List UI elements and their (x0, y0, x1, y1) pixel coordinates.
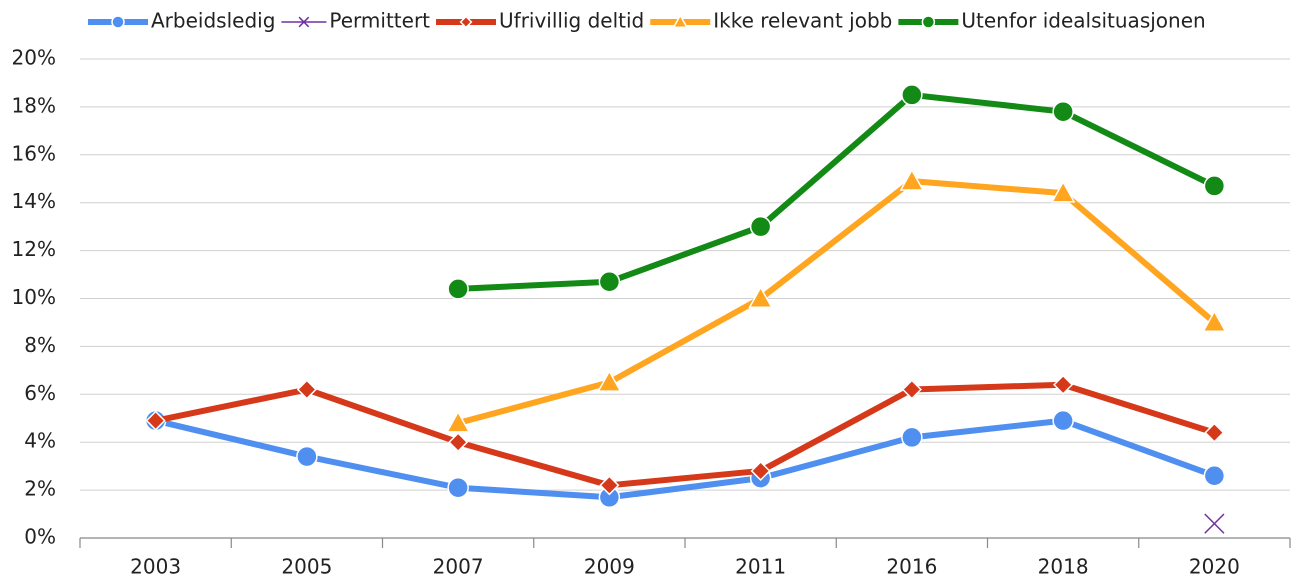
marker (296, 379, 317, 400)
marker (298, 16, 310, 28)
marker (1202, 309, 1227, 332)
legend-label: Utenfor idealsituasjonen (961, 9, 1205, 33)
marker (1203, 175, 1226, 197)
series-line (155, 381, 1216, 489)
y-tick-label: 10% (12, 285, 56, 309)
y-tick-label: 18% (12, 93, 56, 117)
marker (1204, 513, 1225, 534)
legend-item: Ikke relevant jobb (650, 9, 892, 33)
series-line (457, 178, 1217, 426)
marker (1204, 422, 1225, 443)
x-tick-label: 2007 (433, 555, 484, 579)
y-tick-label: 12% (12, 237, 56, 261)
marker (901, 379, 922, 400)
x-tick-label: 2011 (735, 555, 786, 579)
legend-label: Ufrivillig deltid (499, 9, 644, 33)
marker (1052, 100, 1074, 123)
marker (447, 278, 469, 300)
y-tick-label: 8% (24, 333, 56, 357)
marker (111, 15, 125, 29)
x-tick-label: 2003 (130, 555, 181, 579)
marker (1203, 464, 1226, 487)
marker (459, 15, 473, 29)
marker (1052, 409, 1074, 432)
legend-label: Ikke relevant jobb (713, 9, 892, 33)
marker (921, 15, 936, 29)
marker (748, 285, 773, 309)
y-tick-label: 2% (24, 477, 56, 501)
legend-label: Arbeidsledig (151, 9, 275, 33)
marker (145, 410, 166, 431)
y-tick-label: 6% (24, 381, 56, 405)
series-line (457, 91, 1216, 292)
x-tick-label: 2016 (886, 555, 937, 579)
marker (749, 215, 772, 238)
y-tick-label: 14% (12, 189, 56, 213)
legend-item: Utenfor idealsituasjonen (898, 9, 1206, 33)
marker (448, 432, 469, 453)
x-tick-label: 2005 (281, 555, 332, 579)
marker (296, 445, 318, 468)
marker (598, 270, 621, 293)
marker (750, 460, 771, 482)
marker (599, 475, 620, 496)
marker (447, 476, 469, 499)
y-tick-label: 16% (12, 141, 56, 165)
marker (1053, 374, 1074, 395)
x-tick-label: 2020 (1189, 555, 1240, 579)
y-tick-label: 0% (24, 525, 56, 549)
marker (1050, 180, 1076, 203)
marker (901, 84, 923, 106)
x-tick-label: 2009 (584, 555, 635, 579)
series-line (154, 417, 1216, 501)
marker (597, 369, 622, 392)
legend-item: Permittert (281, 9, 430, 33)
marker (901, 426, 923, 449)
y-tick-label: 4% (24, 429, 56, 453)
marker (672, 13, 689, 29)
legend-label: Permittert (329, 9, 430, 33)
marker (445, 410, 471, 433)
x-tick-label: 2018 (1038, 555, 1089, 579)
y-tick-label: 20% (12, 46, 56, 70)
marker (899, 168, 925, 191)
